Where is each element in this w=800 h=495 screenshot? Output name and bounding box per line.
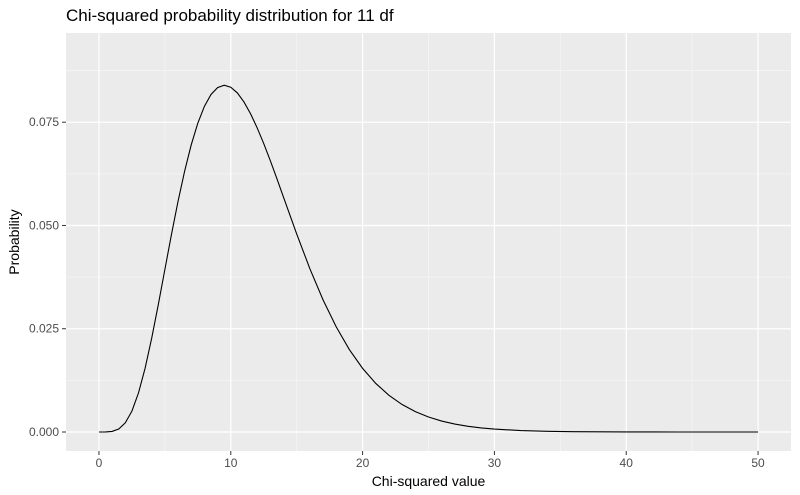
- x-axis-ticks: 0 10 20 30 40 50: [96, 451, 765, 470]
- y-tick-label: 0.050: [29, 218, 59, 232]
- minor-gridlines: [66, 33, 791, 451]
- y-tick-label: 0.075: [29, 115, 59, 129]
- x-tick-label: 20: [356, 456, 370, 470]
- x-tick-label: 50: [751, 456, 765, 470]
- x-tick-label: 10: [224, 456, 238, 470]
- y-axis-title: Probability: [6, 209, 22, 274]
- y-tick-label: 0.025: [29, 322, 59, 336]
- x-tick-label: 0: [96, 456, 103, 470]
- x-tick-label: 40: [620, 456, 634, 470]
- chart-title: Chi-squared probability distribution for…: [66, 6, 394, 25]
- y-axis-ticks: 0.000 0.025 0.050 0.075: [29, 115, 66, 439]
- y-tick-label: 0.000: [29, 425, 59, 439]
- density-curve: [98, 84, 759, 433]
- major-gridlines: [66, 33, 791, 451]
- x-axis-title: Chi-squared value: [372, 473, 486, 489]
- x-tick-label: 30: [488, 456, 502, 470]
